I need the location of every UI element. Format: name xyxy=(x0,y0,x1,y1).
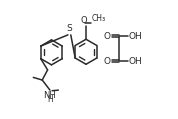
Text: H: H xyxy=(48,95,53,104)
Text: O: O xyxy=(81,16,87,25)
Text: OH: OH xyxy=(129,57,143,66)
Text: NH: NH xyxy=(43,91,56,100)
Text: CH₃: CH₃ xyxy=(92,14,106,23)
Text: O: O xyxy=(104,32,111,41)
Text: S: S xyxy=(67,24,72,33)
Text: O: O xyxy=(104,57,111,66)
Text: OH: OH xyxy=(129,32,143,41)
